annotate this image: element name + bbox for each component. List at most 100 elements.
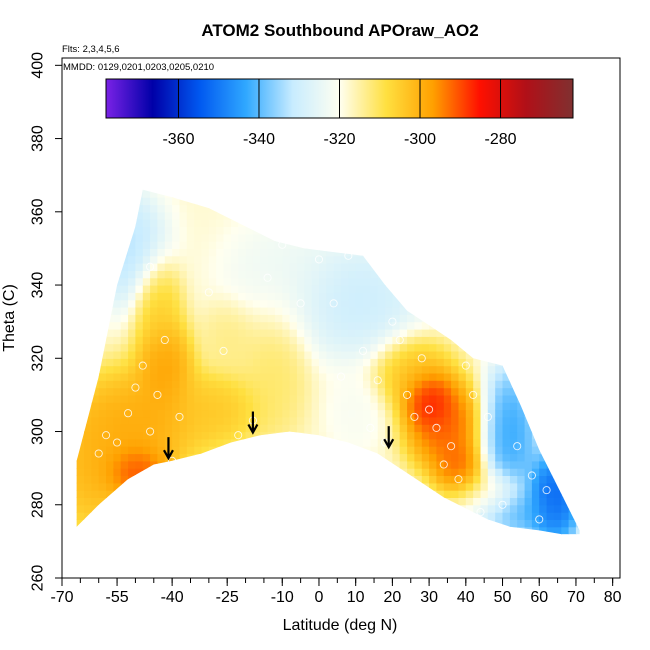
heatmap-cell — [113, 299, 122, 308]
heatmap-cell — [311, 204, 320, 213]
heatmap-cell — [421, 438, 430, 447]
heatmap-cell — [568, 197, 577, 206]
heatmap-cell — [429, 497, 437, 506]
heatmap-cell — [399, 424, 408, 433]
heatmap-cell — [473, 219, 482, 227]
heatmap-cell — [473, 233, 482, 242]
heatmap-cell — [370, 534, 379, 535]
heatmap-cell — [553, 482, 562, 491]
heatmap-cell — [274, 343, 283, 352]
heatmap-cell — [407, 285, 415, 293]
heatmap-cell — [164, 219, 173, 227]
heatmap-cell — [76, 534, 78, 535]
heatmap-cell — [509, 431, 518, 440]
heatmap-cell — [142, 504, 151, 513]
heatmap-cell — [561, 292, 570, 301]
heatmap-cell — [296, 387, 305, 396]
heatmap-cell — [76, 233, 78, 242]
heatmap-cell — [348, 314, 357, 323]
heatmap-cell — [223, 233, 232, 242]
heatmap-cell — [348, 526, 357, 535]
heatmap-cell — [575, 189, 580, 198]
heatmap-cell — [517, 482, 526, 491]
heatmap-cell — [296, 424, 305, 433]
heatmap-cell — [532, 175, 540, 183]
heatmap-cell — [91, 468, 100, 476]
heatmap-cell — [84, 189, 92, 198]
heatmap-cell — [385, 475, 393, 484]
heatmap-cell — [355, 343, 364, 352]
heatmap-cell — [480, 497, 489, 506]
heatmap-cell — [113, 387, 122, 396]
heatmap-cell — [304, 438, 313, 447]
heatmap-cell — [517, 263, 526, 271]
heatmap-cell — [245, 504, 254, 513]
heatmap-cell — [296, 358, 305, 367]
heatmap-cell — [223, 189, 232, 191]
heatmap-cell — [120, 219, 129, 227]
heatmap-cell — [531, 233, 540, 242]
heatmap-cell — [517, 365, 526, 374]
heatmap-cell — [348, 438, 357, 447]
heatmap-cell — [392, 233, 401, 242]
heatmap-cell — [245, 197, 254, 206]
heatmap-cell — [487, 263, 496, 271]
heatmap-cell — [216, 526, 225, 535]
heatmap-cell — [296, 490, 305, 498]
heatmap-cell — [208, 292, 217, 301]
heatmap-cell — [289, 226, 298, 235]
heatmap-cell — [208, 365, 217, 374]
heatmap-cell — [120, 336, 129, 345]
heatmap-cell — [377, 314, 386, 323]
heatmap-cell — [135, 372, 144, 381]
heatmap-cell — [216, 431, 225, 440]
heatmap-cell — [76, 307, 78, 315]
heatmap-cell — [230, 248, 239, 257]
heatmap-cell — [553, 424, 562, 433]
heatmap-cell — [546, 321, 555, 330]
heatmap-cell — [414, 526, 423, 535]
heatmap-cell — [208, 453, 217, 462]
heatmap-cell — [311, 211, 320, 220]
heatmap-cell — [385, 526, 393, 535]
heatmap-cell — [208, 248, 217, 257]
heatmap-cell — [436, 409, 445, 418]
heatmap-cell — [238, 226, 247, 235]
heatmap-cell — [348, 204, 357, 213]
heatmap-cell — [575, 534, 580, 535]
heatmap-cell — [76, 211, 85, 220]
heatmap-cell — [583, 329, 591, 337]
heatmap-cell — [157, 263, 166, 271]
heatmap-cell — [355, 416, 364, 425]
heatmap-cell — [487, 380, 496, 389]
heatmap-cell — [531, 329, 540, 337]
heatmap-cell — [238, 307, 247, 315]
heatmap-cell — [355, 189, 364, 198]
heatmap-cell — [186, 263, 195, 271]
heatmap-cell — [407, 490, 415, 498]
heatmap-cell — [525, 175, 533, 183]
heatmap-cell — [106, 307, 114, 315]
heatmap-cell — [539, 497, 548, 506]
heatmap-cell — [377, 387, 386, 396]
heatmap-cell — [421, 453, 430, 462]
heatmap-cell — [326, 204, 335, 213]
heatmap-cell — [458, 402, 467, 411]
heatmap-cell — [135, 497, 144, 506]
heatmap-cell — [252, 263, 261, 271]
heatmap-cell — [509, 497, 518, 506]
heatmap-cell — [319, 241, 327, 249]
heatmap-cell — [186, 424, 195, 433]
heatmap-cell — [473, 211, 482, 220]
heatmap-cell — [84, 314, 92, 323]
heatmap-cell — [282, 534, 291, 535]
heatmap-cell — [524, 365, 533, 374]
heatmap-cell — [436, 512, 445, 520]
heatmap-cell — [524, 285, 533, 293]
heatmap-cell — [106, 468, 114, 476]
heatmap-cell — [179, 189, 188, 191]
heatmap-cell — [245, 219, 254, 227]
heatmap-cell — [377, 526, 386, 535]
heatmap-cell — [230, 534, 239, 535]
heatmap-cell — [142, 197, 151, 206]
